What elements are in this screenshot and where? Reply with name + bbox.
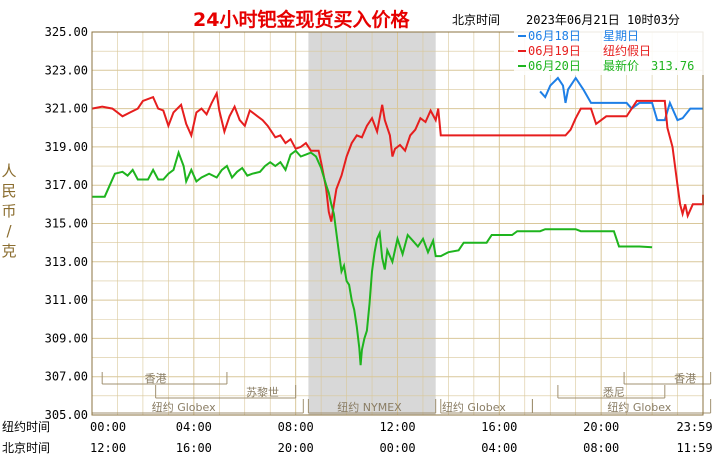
series-line-2 — [92, 149, 653, 366]
bj-time-row-label: 北京时间 — [2, 441, 50, 455]
y-axis-label-char: / — [6, 222, 12, 240]
hongkong-band-label: 香港 — [145, 372, 167, 385]
chart-title: 24小时钯金现货买入价格 — [193, 8, 410, 31]
globex-band-3-label: 纽约 Globex — [607, 400, 671, 414]
legend-label: 纽约假日 — [603, 43, 651, 58]
legend: 06月18日 星期日 06月19日 纽约假日 06月20日 最新价 313.76 — [514, 29, 704, 75]
y-tick-label: 319.00 — [45, 140, 88, 154]
y-axis-label-char: 克 — [1, 242, 16, 260]
globex-band-2-label: 纽约 Globex — [442, 400, 506, 414]
legend-label: 最新价 — [603, 58, 639, 73]
hongkong-band-right-label: 香港 — [674, 372, 696, 385]
x-tick-bj: 12:00 — [90, 441, 126, 455]
globex-band-1-label: 纽约 Globex — [152, 400, 216, 414]
legend-label: 星期日 — [603, 29, 639, 43]
x-tick-labels: 00:00 12:00 04:00 16:00 08:00 20:00 12:00 00:00… — [90, 420, 712, 455]
y-tick-label: 317.00 — [45, 178, 88, 192]
x-tick-bj: 04:00 — [481, 441, 517, 455]
legend-date: 06月18日 — [528, 29, 581, 43]
series-line-0 — [539, 76, 703, 122]
x-tick-ny: 08:00 — [278, 420, 314, 434]
y-tick-label: 309.00 — [45, 331, 88, 345]
sydney-band-label: 悉尼 — [603, 386, 625, 399]
y-tick-label: 307.00 — [45, 370, 88, 384]
y-axis-label-char: 民 — [1, 182, 16, 200]
plot-border — [91, 31, 704, 416]
x-tick-bj: 20:00 — [278, 441, 314, 455]
series-line-1 — [91, 90, 704, 222]
x-tick-ny: 12:00 — [379, 420, 415, 434]
y-axis-label: 人民币 / 克 — [1, 162, 16, 260]
series-layer — [91, 76, 704, 366]
y-tick-label: 321.00 — [45, 102, 88, 116]
y-axis-label-char: 人 — [1, 162, 16, 180]
x-tick-ny: 16:00 — [481, 420, 517, 434]
x-tick-ny: 20:00 — [583, 420, 619, 434]
legend-box — [514, 29, 704, 75]
x-tick-bj: 11:59 — [676, 441, 712, 455]
y-tick-label: 311.00 — [45, 293, 88, 307]
legend-date: 06月20日 — [528, 59, 581, 73]
legend-date: 06月19日 — [528, 44, 581, 58]
ny-time-row-label: 纽约时间 — [2, 419, 50, 434]
y-tick-label: 313.00 — [45, 255, 88, 269]
y-tick-label: 305.00 — [45, 408, 88, 422]
y-tick-label: 315.00 — [45, 217, 88, 231]
grid-lines — [91, 31, 704, 416]
x-tick-bj: 16:00 — [176, 441, 212, 455]
timestamp: 2023年06月21日 10时03分 — [526, 13, 680, 27]
zurich-band-label: 苏黎世 — [246, 385, 279, 399]
x-tick-ny: 00:00 — [90, 420, 126, 434]
timezone-label: 北京时间 — [452, 13, 500, 27]
nymex-band-label: 纽约 NYMEX — [337, 400, 402, 414]
y-axis-label-char: 币 — [1, 202, 16, 220]
x-tick-bj: 08:00 — [583, 441, 619, 455]
legend-value: 313.76 — [651, 59, 694, 73]
x-tick-ny: 04:00 — [176, 420, 212, 434]
x-tick-ny: 23:59 — [676, 420, 712, 434]
y-tick-label: 325.00 — [45, 25, 88, 39]
y-tick-labels: 305.00 307.00 309.00 311.00 313.00 315.00 317.… — [45, 25, 88, 422]
y-tick-label: 323.00 — [45, 63, 88, 77]
x-tick-bj: 00:00 — [379, 441, 415, 455]
